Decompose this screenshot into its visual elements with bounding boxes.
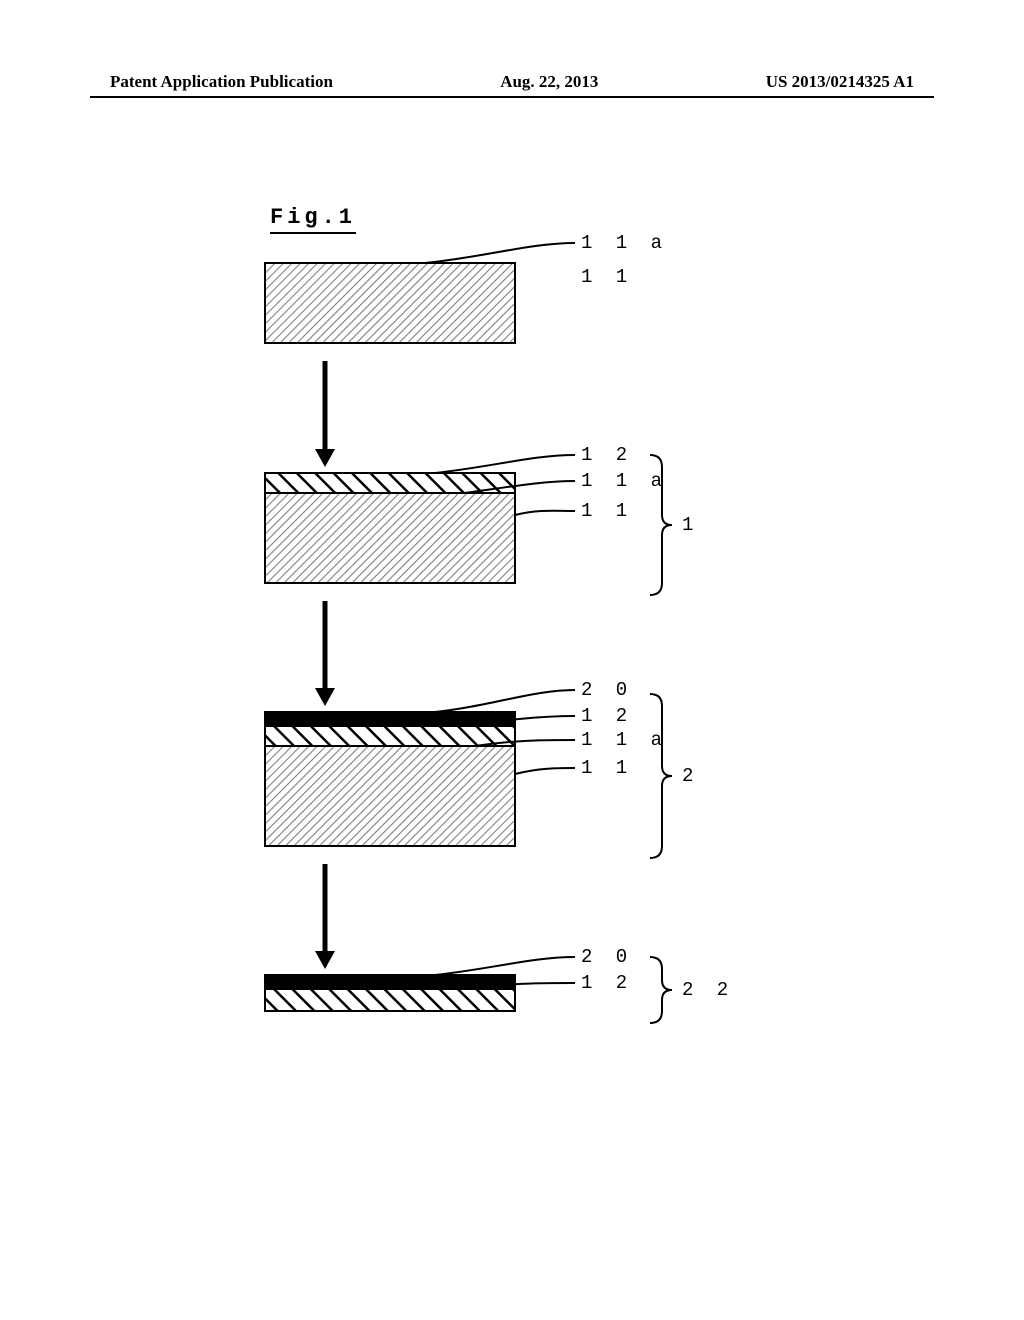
ref-label: 1 1 a [581, 470, 668, 492]
header-center: Aug. 22, 2013 [500, 72, 598, 92]
ref-label: 1 1 a [581, 232, 668, 254]
group-label: 1 [682, 514, 699, 536]
ref-label: 1 2 [581, 444, 633, 466]
ref-label: 2 0 [581, 946, 633, 968]
step-1 [255, 433, 730, 623]
header-left: Patent Application Publication [110, 72, 333, 92]
step-3 [255, 935, 730, 1051]
ref-label: 1 1 a [581, 729, 668, 751]
header-right: US 2013/0214325 A1 [766, 72, 914, 92]
step-2 [255, 672, 730, 886]
ref-label: 2 0 [581, 679, 633, 701]
ref-label: 1 1 [581, 757, 633, 779]
header-rule [90, 96, 934, 98]
ref-label: 1 1 [581, 500, 633, 522]
group-label: 2 [682, 765, 699, 787]
ref-label: 1 2 [581, 705, 633, 727]
ref-label: 1 1 [581, 266, 633, 288]
group-label: 2 2 [682, 979, 734, 1001]
page-header: Patent Application Publication Aug. 22, … [0, 72, 1024, 92]
ref-label: 1 2 [581, 972, 633, 994]
